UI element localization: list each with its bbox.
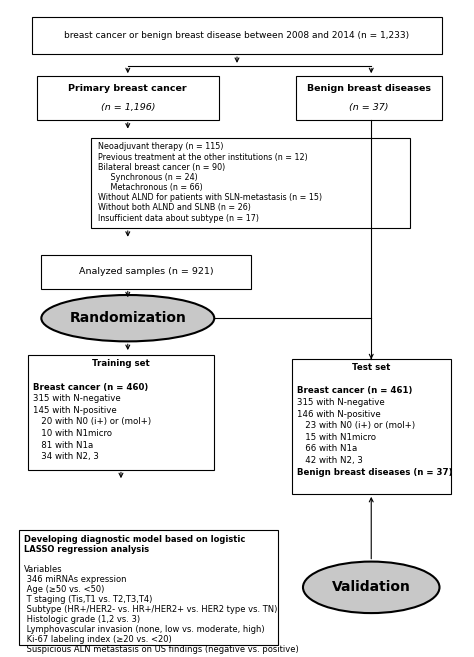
- FancyBboxPatch shape: [91, 138, 410, 228]
- FancyBboxPatch shape: [18, 530, 278, 645]
- Text: 145 with N-positive: 145 with N-positive: [33, 406, 117, 415]
- Text: 81 with N1a: 81 with N1a: [33, 441, 93, 449]
- Text: Benign breast diseases (n = 37): Benign breast diseases (n = 37): [297, 468, 453, 476]
- Text: Developing diagnostic model based on logistic: Developing diagnostic model based on log…: [24, 535, 246, 544]
- FancyBboxPatch shape: [292, 359, 451, 494]
- Text: Suspicious ALN metastasis on US findings (negative vs. positive): Suspicious ALN metastasis on US findings…: [24, 645, 299, 654]
- Text: Breast cancer (n = 461): Breast cancer (n = 461): [297, 386, 412, 396]
- Text: 315 with N-negative: 315 with N-negative: [297, 398, 385, 407]
- Text: 42 with N2, 3: 42 with N2, 3: [297, 456, 363, 465]
- Text: 34 with N2, 3: 34 with N2, 3: [33, 452, 99, 461]
- FancyBboxPatch shape: [296, 76, 442, 120]
- Text: 346 miRNAs expression: 346 miRNAs expression: [24, 575, 127, 584]
- Text: Training set: Training set: [92, 359, 150, 369]
- FancyBboxPatch shape: [27, 355, 214, 470]
- Text: Insufficient data about subtype (n = 17): Insufficient data about subtype (n = 17): [98, 214, 259, 223]
- Text: Breast cancer (n = 460): Breast cancer (n = 460): [33, 382, 148, 392]
- Ellipse shape: [41, 295, 214, 342]
- Text: Neoadjuvant therapy (n = 115): Neoadjuvant therapy (n = 115): [98, 143, 224, 151]
- Text: Validation: Validation: [332, 580, 410, 595]
- Text: Analyzed samples (n = 921): Analyzed samples (n = 921): [79, 267, 213, 277]
- Ellipse shape: [303, 562, 439, 613]
- Text: Subtype (HR+/HER2- vs. HR+/HER2+ vs. HER2 type vs. TN): Subtype (HR+/HER2- vs. HR+/HER2+ vs. HER…: [24, 605, 277, 614]
- Text: Metachronous (n = 66): Metachronous (n = 66): [98, 183, 203, 192]
- Text: 66 with N1a: 66 with N1a: [297, 444, 357, 453]
- Text: Lymphovascular invasion (none, low vs. moderate, high): Lymphovascular invasion (none, low vs. m…: [24, 625, 264, 634]
- Text: 15 with N1micro: 15 with N1micro: [297, 433, 376, 442]
- Text: Variables: Variables: [24, 565, 63, 574]
- Text: Previous treatment at the other institutions (n = 12): Previous treatment at the other institut…: [98, 152, 308, 162]
- Text: 23 with N0 (i+) or (mol+): 23 with N0 (i+) or (mol+): [297, 421, 415, 430]
- Text: Bilateral breast cancer (n = 90): Bilateral breast cancer (n = 90): [98, 163, 226, 171]
- FancyBboxPatch shape: [37, 76, 219, 120]
- Text: 146 with N-positive: 146 with N-positive: [297, 409, 381, 419]
- Text: Age (≥50 vs. <50): Age (≥50 vs. <50): [24, 585, 104, 594]
- Text: 315 with N-negative: 315 with N-negative: [33, 394, 121, 403]
- Text: Without ALND for patients with SLN-metastasis (n = 15): Without ALND for patients with SLN-metas…: [98, 193, 322, 202]
- Text: 20 with N0 (i+) or (mol+): 20 with N0 (i+) or (mol+): [33, 417, 151, 426]
- Text: (n = 1,196): (n = 1,196): [100, 102, 155, 112]
- Text: Benign breast diseases: Benign breast diseases: [307, 85, 431, 93]
- Text: Histologic grade (1,2 vs. 3): Histologic grade (1,2 vs. 3): [24, 615, 140, 624]
- Text: Without both ALND and SLNB (n = 26): Without both ALND and SLNB (n = 26): [98, 204, 251, 212]
- Text: Randomization: Randomization: [69, 311, 186, 325]
- Text: Ki-67 labeling index (≥20 vs. <20): Ki-67 labeling index (≥20 vs. <20): [24, 635, 172, 644]
- Text: Test set: Test set: [352, 363, 391, 373]
- Text: Synchronous (n = 24): Synchronous (n = 24): [98, 173, 198, 182]
- Text: Primary breast cancer: Primary breast cancer: [68, 85, 187, 93]
- FancyBboxPatch shape: [41, 255, 251, 288]
- Text: breast cancer or benign breast disease between 2008 and 2014 (n = 1,233): breast cancer or benign breast disease b…: [64, 31, 410, 40]
- Text: LASSO regression analysis: LASSO regression analysis: [24, 545, 149, 554]
- Text: (n = 37): (n = 37): [349, 102, 389, 112]
- FancyBboxPatch shape: [32, 17, 442, 55]
- Text: T staging (Tis,T1 vs. T2,T3,T4): T staging (Tis,T1 vs. T2,T3,T4): [24, 595, 153, 604]
- Text: 10 with N1micro: 10 with N1micro: [33, 429, 112, 438]
